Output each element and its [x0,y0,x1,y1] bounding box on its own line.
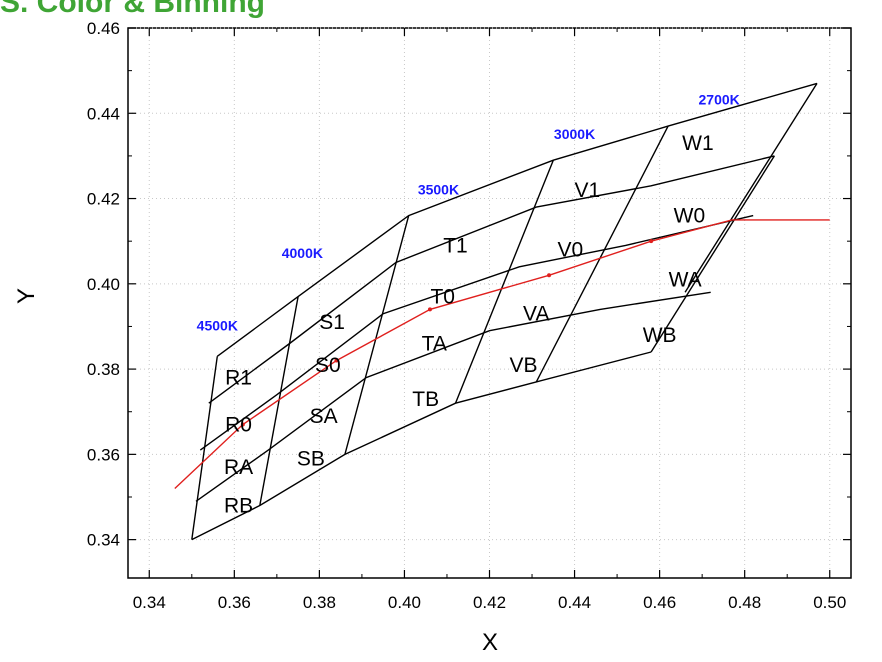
bin-label-ra: RA [224,456,253,479]
locus-point [240,422,245,427]
bin-label-v1: V1 [574,179,600,202]
bin-label-tb: TB [412,388,439,411]
y-tick-label: 0.42 [87,190,120,209]
bin-label-wa: WA [669,269,702,292]
bin-label-v0: V0 [557,239,583,262]
cct-isotherm-line [259,296,299,506]
plot-frame [127,27,852,579]
bin-label-t0: T0 [430,286,455,309]
bin-label-sa: SA [310,405,338,428]
cct-label-3000k: 3000K [554,126,595,142]
y-tick-label: 0.44 [87,104,120,123]
y-tick-label: 0.34 [87,531,120,550]
cct-isotherm-line [684,83,818,293]
y-tick-label: 0.46 [87,19,120,38]
locus-point [649,239,654,244]
cct-label-2700k: 2700K [699,92,740,108]
locus-point [547,273,552,278]
locus-line [174,219,830,490]
x-tick-label: 0.42 [473,593,506,612]
x-tick-label: 0.48 [728,593,761,612]
bin-label-s0: S0 [315,354,341,377]
bin-boundary-line [216,82,818,357]
cct-label-4000k: 4000K [282,245,323,261]
x-tick-label: 0.44 [558,593,591,612]
bin-boundaries [191,82,818,541]
bin-boundary-line [195,291,711,502]
cct-isotherm-line [454,159,554,404]
bin-label-wb: WB [643,324,677,347]
cct-isotherm-line [191,356,218,540]
bin-label-r1: R1 [225,367,252,390]
locus-point [427,307,432,312]
black-body-locus [174,219,830,490]
x-tick-label: 0.40 [388,593,421,612]
bin-label-r0: R0 [225,414,252,437]
cct-labels: 4500K 4000K 3500K 3000K 2700K [197,92,740,334]
bin-boundary-line [191,351,652,541]
bin-label-w0: W0 [674,205,706,228]
cct-isotherm-line [344,215,410,455]
bin-label-t1: T1 [443,234,468,257]
bin-label-w1: W1 [682,132,714,155]
x-tick-label: 0.38 [303,593,336,612]
y-tick-label: 0.40 [87,275,120,294]
cct-label-4500k: 4500K [197,318,238,334]
bin-labels: R1 R0 RA RB S1 S0 SA SB T1 T0 TA TB V1 V0 VA VB W1 W0 WA WB [224,132,714,517]
grid-lines [128,27,851,578]
bin-boundary-line [208,155,775,404]
cct-label-3500k: 3500K [418,181,459,197]
y-tick-label: 0.38 [87,360,120,379]
bin-label-sb: SB [297,448,325,471]
x-tick-label: 0.34 [133,593,166,612]
x-tick-label: 0.46 [643,593,676,612]
x-tick-label: 0.50 [813,593,846,612]
bin-boundary-line [199,214,754,451]
x-tick-label: 0.36 [218,593,251,612]
y-tick-label: 0.36 [87,445,120,464]
bin-label-s1: S1 [319,311,345,334]
axis-ticks: 0.34 0.36 0.38 0.40 0.42 0.44 0.46 0.48 0.50 0.34… [87,19,851,612]
locus-point [334,358,339,363]
page-banner-title: S. Color & Binning [0,0,265,19]
bin-label-ta: TA [422,333,447,356]
bin-label-vb: VB [510,354,538,377]
bin-label-va: VA [523,303,549,326]
cct-isotherm-line [535,125,669,383]
y-axis-title: Y [13,288,40,304]
x-axis-title: X [482,629,498,656]
cct-isotherm-line [650,155,775,353]
bin-label-rb: RB [224,495,253,518]
